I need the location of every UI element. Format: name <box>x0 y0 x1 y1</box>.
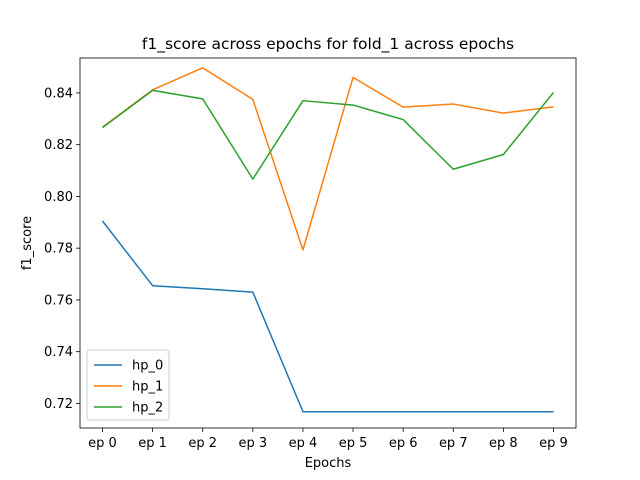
y-tick-label: 0.76 <box>44 293 73 308</box>
series-lines <box>101 67 555 413</box>
x-tick-label: ep 1 <box>138 436 167 451</box>
x-tick-label: ep 2 <box>188 436 217 451</box>
chart-title: f1_score across epochs for fold_1 across… <box>142 35 514 54</box>
x-axis-ticks: ep 0 ep 1 ep 2 ep 3 ep 4 ep 5 ep 6 ep 7 ep 8 ep 9 <box>88 428 568 451</box>
x-tick-label: ep 3 <box>239 436 268 451</box>
legend-box <box>86 349 170 421</box>
y-axis-label: f1_score <box>20 216 35 270</box>
y-tick-label: 0.82 <box>44 138 73 153</box>
x-tick-label: ep 0 <box>88 436 117 451</box>
legend-label-hp_0: hp_0 <box>132 359 163 374</box>
legend-label-hp_1: hp_1 <box>132 380 163 395</box>
y-axis-ticks: 0.72 0.74 0.76 0.78 0.80 0.82 0.84 <box>44 86 80 412</box>
y-tick-label: 0.72 <box>44 397 73 412</box>
series-line-hp_2 <box>102 89 555 180</box>
y-tick-label: 0.78 <box>44 242 73 257</box>
x-tick-label: ep 7 <box>439 436 468 451</box>
x-tick-label: ep 4 <box>289 436 318 451</box>
x-axis-label: Epochs <box>305 456 352 471</box>
y-tick-label: 0.80 <box>44 190 73 205</box>
legend: hp_0 hp_1 hp_2 <box>86 349 170 421</box>
y-tick-label: 0.74 <box>44 345 73 360</box>
x-tick-label: ep 8 <box>489 436 518 451</box>
x-tick-label: ep 6 <box>389 436 418 451</box>
y-tick-label: 0.84 <box>44 86 73 101</box>
x-tick-label: ep 9 <box>539 436 568 451</box>
plot-frame <box>79 57 577 429</box>
x-tick-label: ep 5 <box>339 436 368 451</box>
legend-label-hp_2: hp_2 <box>132 401 163 416</box>
series-line-hp_0 <box>101 220 554 413</box>
series-line-hp_1 <box>102 67 554 251</box>
